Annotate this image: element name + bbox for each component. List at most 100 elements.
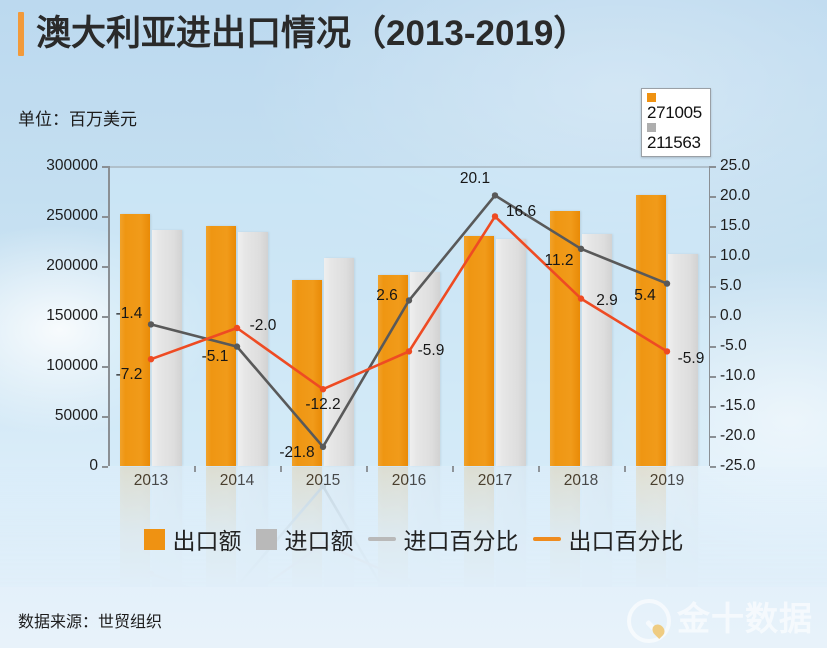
y-axis-right-label: -5.0 xyxy=(720,337,747,354)
tooltip-export-swatch-icon xyxy=(647,93,656,102)
y-axis-right xyxy=(708,166,710,466)
bar-import xyxy=(668,254,698,466)
y-axis-left-label: 200000 xyxy=(46,257,98,274)
data-point-label: -21.8 xyxy=(279,443,315,461)
legend-line-icon xyxy=(532,537,561,541)
data-point-label: -5.9 xyxy=(677,350,705,368)
legend-item-1[interactable]: 出口额 xyxy=(143,522,242,556)
legend-label: 出口百分比 xyxy=(568,528,684,554)
y-tick-right xyxy=(710,346,716,348)
y-tick-left xyxy=(102,216,108,218)
chart-legend: 出口额 进口额 进口百分比 出口百分比 xyxy=(0,522,827,556)
line-marker xyxy=(233,343,241,350)
x-tick xyxy=(538,466,540,472)
line-marker xyxy=(663,280,671,287)
y-axis-left-label: 250000 xyxy=(46,207,98,224)
bar-export xyxy=(120,214,150,466)
line-marker xyxy=(405,297,413,304)
data-point-label: 20.1 xyxy=(459,170,491,188)
title-accent-bar xyxy=(18,12,24,56)
x-axis-label: 2017 xyxy=(477,472,513,489)
legend-swatch-icon xyxy=(143,528,165,550)
data-point-label: -2.0 xyxy=(249,317,277,334)
y-axis-right-label: 10.0 xyxy=(720,247,751,264)
line-marker xyxy=(663,578,671,585)
plot-area: 0 50000 100000 150000 200000 250000 300000 -25.… xyxy=(46,157,755,489)
y-axis-left xyxy=(108,166,110,466)
line-marker xyxy=(147,321,155,328)
bar-export xyxy=(636,195,666,466)
line-import-pct xyxy=(150,194,668,449)
legend-label: 进口额 xyxy=(284,528,354,554)
line-marker xyxy=(577,295,585,302)
x-axis-label: 2014 xyxy=(219,472,255,489)
legend-label: 出口额 xyxy=(172,528,242,554)
y-axis-left-label: 0 xyxy=(89,457,98,474)
line-marker xyxy=(491,192,499,199)
lines-layer xyxy=(147,192,671,450)
bar-export xyxy=(378,275,408,466)
y-axis-right-label: 15.0 xyxy=(720,217,751,234)
data-point-label: 11.2 xyxy=(544,251,574,269)
bar-import xyxy=(238,232,268,466)
x-tick xyxy=(366,466,368,472)
tooltip-import-swatch-icon xyxy=(647,123,656,132)
bar-import xyxy=(410,272,440,466)
x-axis-label: 2018 xyxy=(563,472,599,489)
tooltip-import-value: 211563 xyxy=(647,133,701,152)
x-tick xyxy=(452,466,454,472)
y-axis-left-label: 100000 xyxy=(46,357,98,374)
y-tick-right xyxy=(710,286,716,288)
y-tick-left xyxy=(102,166,108,168)
y-tick-right xyxy=(710,166,716,168)
y-tick-right xyxy=(710,226,716,228)
y-axis-right-label: 5.0 xyxy=(720,277,742,294)
line-marker xyxy=(405,348,413,355)
legend-item-3[interactable]: 进口百分比 xyxy=(367,522,519,556)
data-point-label: -12.2 xyxy=(305,396,341,414)
y-axis-right-label: -15.0 xyxy=(720,397,756,414)
y-axis-left-label: 50000 xyxy=(54,407,98,424)
x-tick xyxy=(194,466,196,472)
magnifier-icon xyxy=(626,598,671,643)
bar-import xyxy=(152,230,182,466)
y-axis-right-label: -20.0 xyxy=(720,427,756,444)
legend-item-4[interactable]: 出口百分比 xyxy=(532,522,684,556)
bar-import xyxy=(496,239,526,466)
bar-export xyxy=(550,211,580,466)
y-tick-left xyxy=(102,466,108,468)
brand-name: 金十数据 xyxy=(677,600,813,637)
y-axis-right-label: 25.0 xyxy=(720,157,751,174)
y-axis-right-label: -10.0 xyxy=(720,367,756,384)
line-marker xyxy=(147,356,155,363)
line-marker xyxy=(491,213,499,220)
y-tick-right xyxy=(710,406,716,408)
y-axis-right-label: 0.0 xyxy=(720,307,742,324)
data-point-label: 2.6 xyxy=(376,287,398,305)
x-tick xyxy=(624,466,626,472)
data-point-label: 2.9 xyxy=(596,291,618,309)
x-axis-label: 2016 xyxy=(391,472,427,489)
y-tick-right xyxy=(710,376,716,378)
legend-item-2[interactable]: 进口额 xyxy=(255,522,354,556)
y-tick-left xyxy=(102,316,108,318)
y-tick-right xyxy=(710,466,716,468)
x-tick xyxy=(280,466,282,472)
data-point-label: -1.4 xyxy=(115,305,143,323)
y-axis-left-label: 300000 xyxy=(46,157,98,174)
tooltip-export-row: 271005 xyxy=(647,93,705,123)
line-marker xyxy=(319,386,327,393)
tooltip-export-value: 271005 xyxy=(647,103,702,122)
bar-import xyxy=(324,258,354,466)
y-tick-left xyxy=(102,366,108,368)
line-marker xyxy=(233,324,241,332)
y-tick-right xyxy=(710,316,716,318)
value-tooltip: 271005 211563 xyxy=(641,88,711,157)
y-tick-right xyxy=(710,256,716,258)
title-text: 澳大利亚进出口情况（2013-2019） xyxy=(36,14,589,53)
line-marker xyxy=(663,348,671,355)
data-point-label: -7.2 xyxy=(115,366,143,384)
line-marker xyxy=(147,570,155,577)
y-axis-left-label: 150000 xyxy=(46,307,98,324)
legend-line-icon xyxy=(367,537,396,541)
